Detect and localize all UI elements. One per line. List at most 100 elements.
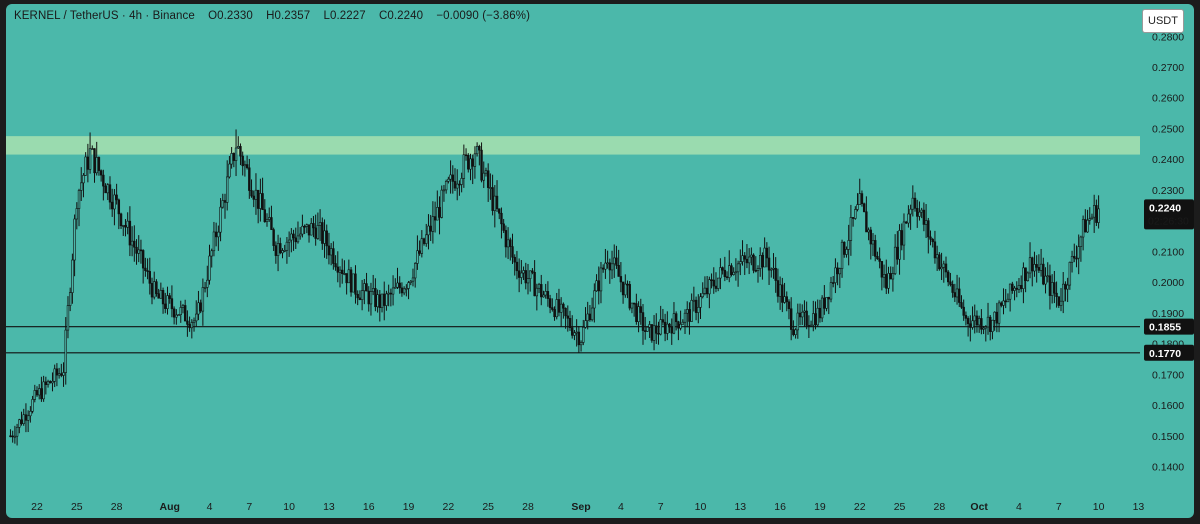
candle[interactable]: [511, 233, 514, 264]
candle[interactable]: [367, 286, 370, 312]
candle[interactable]: [666, 311, 669, 341]
candle[interactable]: [776, 268, 780, 303]
candle[interactable]: [250, 179, 253, 198]
candle[interactable]: [803, 300, 806, 327]
candle[interactable]: [1097, 195, 1100, 229]
candle[interactable]: [898, 224, 901, 275]
candle[interactable]: [1017, 277, 1021, 294]
candle[interactable]: [49, 380, 52, 384]
candle[interactable]: [486, 163, 490, 202]
candle[interactable]: [1086, 209, 1089, 233]
candle[interactable]: [977, 315, 981, 333]
candle[interactable]: [962, 299, 965, 321]
candle[interactable]: [661, 308, 665, 326]
candle[interactable]: [787, 299, 791, 320]
candle[interactable]: [966, 316, 970, 337]
candle[interactable]: [336, 251, 339, 283]
candle[interactable]: [489, 173, 492, 200]
candle[interactable]: [885, 259, 888, 295]
candle[interactable]: [1092, 194, 1096, 233]
candle[interactable]: [418, 240, 421, 256]
candle[interactable]: [677, 320, 680, 341]
candle[interactable]: [1070, 250, 1074, 273]
candle[interactable]: [900, 223, 903, 251]
candle[interactable]: [513, 254, 516, 276]
candle[interactable]: [440, 185, 443, 219]
candle[interactable]: [767, 246, 771, 285]
candle[interactable]: [882, 264, 886, 288]
candle[interactable]: [577, 326, 581, 353]
candle[interactable]: [652, 315, 656, 351]
candle[interactable]: [478, 144, 481, 166]
candle[interactable]: [986, 302, 990, 335]
candle[interactable]: [584, 307, 587, 329]
candle[interactable]: [947, 270, 950, 287]
candle[interactable]: [608, 258, 612, 284]
candle[interactable]: [845, 246, 848, 258]
candle[interactable]: [383, 281, 386, 321]
candle[interactable]: [208, 244, 211, 285]
candle[interactable]: [820, 295, 824, 323]
candle[interactable]: [332, 241, 335, 270]
candle[interactable]: [88, 132, 92, 174]
candle[interactable]: [734, 258, 738, 281]
candle[interactable]: [904, 220, 908, 225]
candle[interactable]: [951, 280, 954, 298]
candle[interactable]: [880, 261, 884, 291]
candle[interactable]: [980, 309, 983, 335]
candle[interactable]: [1013, 285, 1016, 301]
candle[interactable]: [991, 319, 994, 340]
candle[interactable]: [772, 253, 775, 279]
candle[interactable]: [153, 271, 156, 300]
candle[interactable]: [555, 292, 558, 320]
candle[interactable]: [741, 240, 744, 266]
candle[interactable]: [911, 185, 915, 217]
candle[interactable]: [997, 300, 1001, 333]
candle[interactable]: [606, 250, 609, 269]
candle[interactable]: [869, 226, 872, 260]
candle[interactable]: [849, 204, 853, 256]
candle[interactable]: [104, 183, 107, 194]
candle[interactable]: [1055, 281, 1058, 308]
candle[interactable]: [566, 305, 570, 332]
candle[interactable]: [77, 188, 81, 227]
candle[interactable]: [641, 304, 645, 345]
candle[interactable]: [234, 129, 238, 177]
candle[interactable]: [993, 311, 996, 331]
candle[interactable]: [690, 293, 693, 322]
candle[interactable]: [64, 317, 67, 385]
candle[interactable]: [1050, 274, 1054, 304]
candle[interactable]: [413, 262, 417, 288]
candle[interactable]: [113, 189, 116, 226]
candle[interactable]: [179, 300, 182, 323]
candle[interactable]: [84, 152, 87, 176]
candle[interactable]: [115, 183, 118, 205]
candle[interactable]: [29, 406, 32, 423]
candle[interactable]: [526, 263, 530, 295]
candle[interactable]: [756, 265, 760, 283]
candle[interactable]: [814, 301, 817, 330]
candle[interactable]: [1046, 262, 1049, 283]
candle[interactable]: [938, 252, 941, 271]
candle[interactable]: [429, 214, 432, 242]
candle[interactable]: [314, 214, 317, 246]
candle[interactable]: [663, 313, 667, 342]
candle[interactable]: [170, 285, 174, 318]
candle[interactable]: [106, 183, 109, 201]
candle[interactable]: [1088, 207, 1091, 225]
candle[interactable]: [588, 304, 592, 322]
candle[interactable]: [818, 299, 822, 323]
candle[interactable]: [590, 297, 594, 322]
candle[interactable]: [409, 280, 412, 286]
candle[interactable]: [703, 276, 707, 296]
candle[interactable]: [834, 258, 837, 294]
candle[interactable]: [862, 202, 866, 213]
candle[interactable]: [927, 217, 930, 254]
candle[interactable]: [615, 245, 618, 269]
candle[interactable]: [1031, 256, 1034, 287]
candle[interactable]: [876, 251, 879, 260]
candle[interactable]: [736, 260, 740, 287]
candle[interactable]: [480, 142, 483, 183]
candle[interactable]: [708, 276, 711, 309]
candle[interactable]: [891, 266, 895, 292]
